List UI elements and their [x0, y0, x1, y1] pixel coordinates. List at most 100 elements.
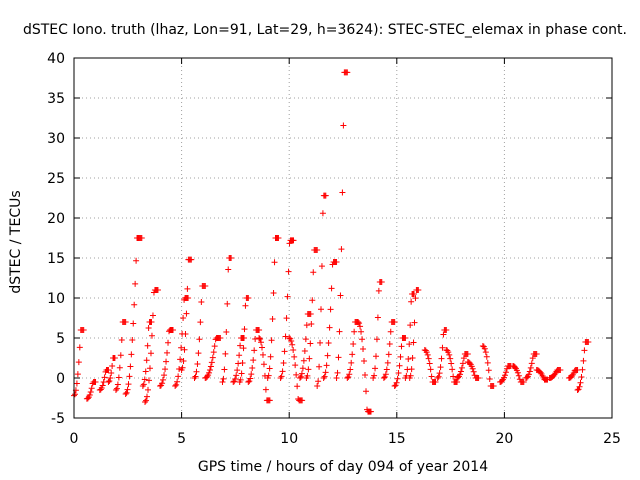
- data-point-marker: [578, 374, 585, 381]
- dstec-arc: [454, 351, 471, 381]
- data-point-marker: [184, 285, 191, 292]
- data-point-marker: [333, 375, 340, 381]
- data-point-marker: [327, 306, 334, 313]
- data-point-marker: [260, 361, 267, 368]
- data-point-marker: [490, 383, 497, 389]
- data-point-marker: [382, 371, 389, 378]
- data-point-marker: [427, 366, 434, 373]
- dstec-arc: [533, 367, 551, 383]
- data-point-marker: [481, 345, 488, 352]
- data-point-marker: [314, 383, 321, 389]
- data-point-marker: [445, 349, 452, 356]
- data-point-marker: [108, 370, 115, 377]
- data-point-marker: [407, 322, 414, 329]
- data-point-marker: [446, 351, 453, 358]
- data-point-marker: [315, 378, 322, 385]
- data-point-marker: [122, 319, 129, 325]
- data-point-marker: [149, 312, 156, 319]
- dstec-arc: [178, 256, 195, 373]
- data-point-marker: [80, 327, 87, 333]
- dstec-arc: [142, 287, 161, 405]
- data-point-marker: [106, 378, 113, 384]
- data-point-marker: [435, 373, 442, 380]
- data-point-marker: [209, 354, 216, 361]
- data-point-marker: [309, 297, 316, 304]
- data-point-marker: [297, 373, 304, 380]
- data-point-marker: [381, 374, 388, 381]
- data-point-marker: [128, 351, 135, 358]
- dstec-arc: [546, 367, 564, 381]
- data-point-marker: [162, 366, 169, 373]
- data-point-marker: [409, 355, 416, 362]
- data-point-marker: [198, 298, 205, 305]
- data-point-marker: [240, 345, 247, 352]
- data-point-marker: [98, 384, 105, 391]
- data-point-marker: [223, 329, 230, 336]
- y-tick-label: 10: [47, 291, 65, 307]
- data-point-marker: [84, 395, 91, 402]
- data-point-marker: [360, 346, 367, 353]
- y-tick-label: 20: [47, 211, 65, 227]
- data-point-marker: [266, 397, 273, 404]
- dstec-arc: [370, 279, 385, 381]
- data-point-marker: [348, 359, 355, 366]
- data-point-marker: [466, 360, 473, 367]
- data-point-marker: [197, 319, 204, 326]
- data-point-marker: [308, 321, 315, 328]
- data-point-marker: [371, 372, 378, 379]
- data-point-marker: [428, 373, 435, 380]
- data-point-marker: [148, 319, 155, 325]
- data-point-marker: [245, 295, 252, 301]
- data-point-marker: [145, 377, 152, 384]
- data-point-marker: [393, 379, 400, 386]
- data-point-marker: [144, 342, 151, 349]
- data-point-marker: [457, 368, 464, 375]
- data-point-marker: [125, 381, 132, 388]
- data-point-marker: [449, 366, 456, 373]
- data-point-marker: [271, 259, 278, 266]
- data-point-marker: [344, 69, 351, 76]
- data-point-marker: [396, 362, 403, 369]
- data-point-marker: [232, 376, 239, 383]
- data-point-marker: [299, 397, 306, 404]
- data-point-marker: [188, 256, 195, 263]
- data-point-marker: [202, 283, 209, 289]
- data-point-marker: [485, 367, 492, 374]
- data-point-marker: [228, 255, 235, 261]
- data-point-marker: [387, 328, 394, 335]
- data-point-marker: [270, 289, 277, 296]
- data-point-marker: [581, 347, 588, 354]
- data-point-marker: [383, 366, 390, 373]
- data-point-marker: [234, 367, 241, 374]
- dstec-arc: [510, 363, 527, 385]
- data-point-marker: [178, 344, 185, 351]
- data-point-marker: [241, 326, 248, 333]
- data-point-marker: [580, 357, 587, 364]
- data-point-marker: [372, 365, 379, 372]
- data-point-marker: [86, 391, 93, 398]
- data-point-marker: [299, 365, 306, 372]
- data-point-marker: [346, 371, 353, 378]
- data-point-marker: [525, 371, 532, 378]
- data-point-marker: [335, 354, 342, 361]
- dstec-arc: [443, 347, 461, 385]
- dstec-arc: [380, 319, 398, 381]
- data-point-marker: [101, 374, 108, 381]
- dstec-arc: [522, 351, 540, 381]
- data-point-marker: [195, 350, 202, 357]
- chart-title: dSTEC Iono. truth (lhaz, Lon=91, Lat=29,…: [23, 22, 627, 38]
- data-point-marker: [515, 372, 522, 379]
- data-point-marker: [182, 330, 189, 337]
- data-point-marker: [373, 336, 380, 343]
- y-tick-label: 0: [56, 371, 65, 387]
- data-point-marker: [74, 371, 81, 378]
- data-point-marker: [238, 370, 245, 377]
- data-point-marker: [551, 371, 558, 378]
- data-point-marker: [585, 339, 592, 345]
- dstec-arc: [277, 237, 297, 381]
- data-point-marker: [221, 366, 228, 373]
- data-point-marker: [175, 373, 182, 380]
- data-point-marker: [322, 192, 329, 199]
- data-point-marker: [224, 300, 231, 307]
- data-point-marker: [141, 376, 148, 383]
